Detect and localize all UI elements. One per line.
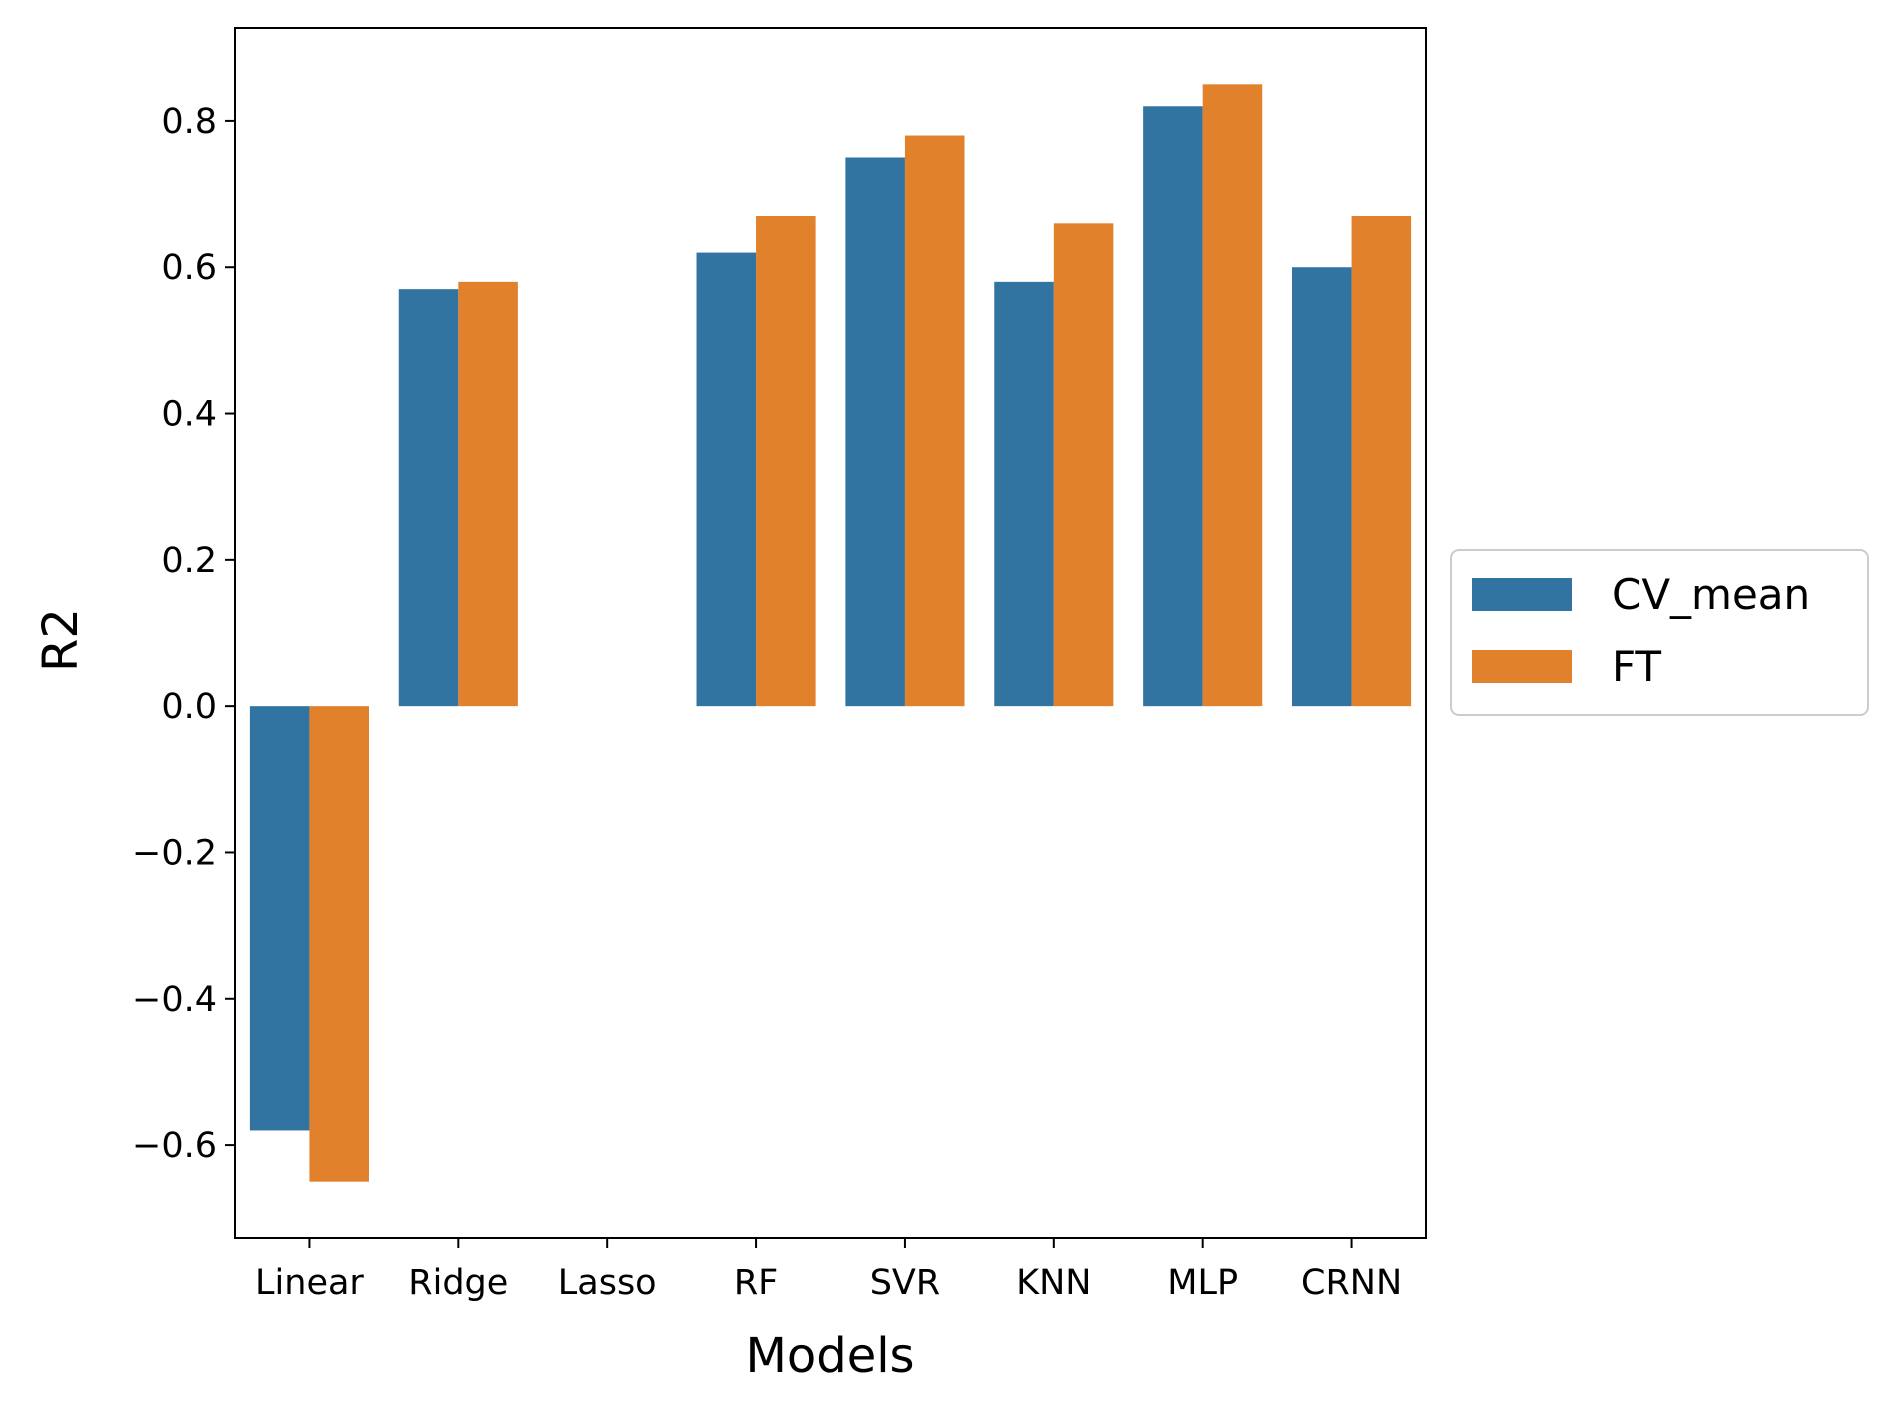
bar-ft-linear — [309, 706, 369, 1182]
x-axis: Linear Ridge Lasso RF SVR KNN MLP CRNN — [255, 1238, 1402, 1303]
bar-ft-mlp — [1202, 84, 1263, 707]
bar-cv-mean-crnn — [1292, 267, 1352, 707]
x-tick-label-svr: SVR — [870, 1263, 940, 1303]
y-tick-label: −0.4 — [132, 980, 217, 1020]
x-tick-label-rf: RF — [734, 1263, 778, 1303]
legend-label-cv-mean: CV_mean — [1612, 570, 1810, 619]
legend-swatch-cv-mean — [1472, 578, 1572, 611]
y-tick-label: 0.8 — [161, 102, 217, 142]
y-axis: −0.6 −0.4 −0.2 0.0 0.2 0.4 0.6 0.8 — [132, 102, 235, 1166]
y-tick-label: 0.4 — [161, 395, 217, 435]
bar-cv-mean-ridge — [398, 289, 459, 707]
bar-cv-mean-knn — [994, 281, 1054, 707]
x-tick-label-lasso: Lasso — [558, 1263, 657, 1303]
x-tick-label-linear: Linear — [255, 1263, 364, 1303]
bar-ft-svr — [904, 135, 965, 707]
y-tick-label: 0.0 — [161, 687, 217, 727]
bar-cv-mean-svr — [845, 157, 905, 707]
legend: CV_mean FT — [1450, 549, 1869, 716]
legend-label-ft: FT — [1612, 642, 1661, 691]
plot-frame — [234, 27, 1427, 1239]
x-tick-label-knn: KNN — [1016, 1263, 1091, 1303]
bar-ft-rf — [756, 216, 816, 707]
x-tick-label-mlp: MLP — [1167, 1263, 1238, 1303]
x-tick-label-ridge: Ridge — [408, 1263, 508, 1303]
bar-cv-mean-rf — [696, 252, 757, 707]
y-tick-label: −0.6 — [132, 1126, 217, 1166]
bar-ft-crnn — [1351, 216, 1412, 707]
bar-ft-ridge — [458, 281, 518, 707]
bar-cv-mean-mlp — [1143, 106, 1203, 707]
y-tick-label: 0.2 — [161, 541, 217, 581]
bar-ft-knn — [1053, 223, 1114, 707]
x-tick-label-crnn: CRNN — [1301, 1263, 1402, 1303]
y-tick-label: 0.6 — [161, 248, 217, 288]
bar-cv-mean-linear — [249, 706, 310, 1131]
y-axis-title: R2 — [33, 608, 89, 672]
x-axis-title: Models — [745, 1328, 914, 1384]
bars-group — [249, 84, 1412, 1182]
legend-swatch-ft — [1472, 650, 1572, 683]
y-tick-label: −0.2 — [132, 833, 217, 873]
